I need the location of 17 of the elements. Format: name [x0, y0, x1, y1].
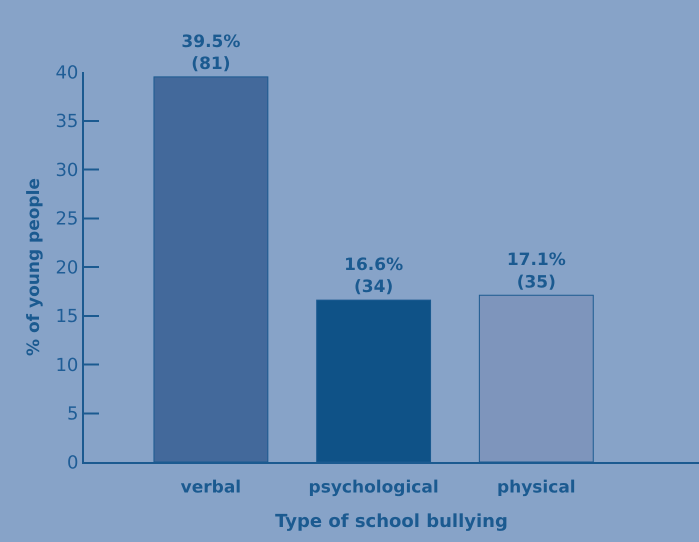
data-label: 39.5% (81)	[181, 32, 240, 74]
x-tick-label: psychological	[308, 477, 439, 498]
y-tick-label: 25	[55, 208, 78, 230]
y-axis-title: % of young people	[24, 178, 44, 356]
y-tick-label: 35	[55, 111, 78, 132]
x-tick-label: verbal	[180, 477, 242, 498]
data-label: 16.6% (34)	[344, 255, 404, 298]
y-tick-label: 15	[55, 306, 78, 328]
x-tick-label: physical	[496, 477, 576, 498]
y-tick-label: 5	[66, 404, 78, 425]
y-tick-label: 40	[55, 62, 78, 84]
y-tick-label: 30	[55, 160, 78, 181]
y-tick-label: 10	[55, 354, 78, 376]
y-tick-label: 0	[66, 452, 78, 474]
x-axis-title: Type of school bullying	[275, 511, 508, 532]
data-label: 17.1% (35)	[506, 250, 566, 292]
y-tick-label: 20	[55, 257, 78, 278]
